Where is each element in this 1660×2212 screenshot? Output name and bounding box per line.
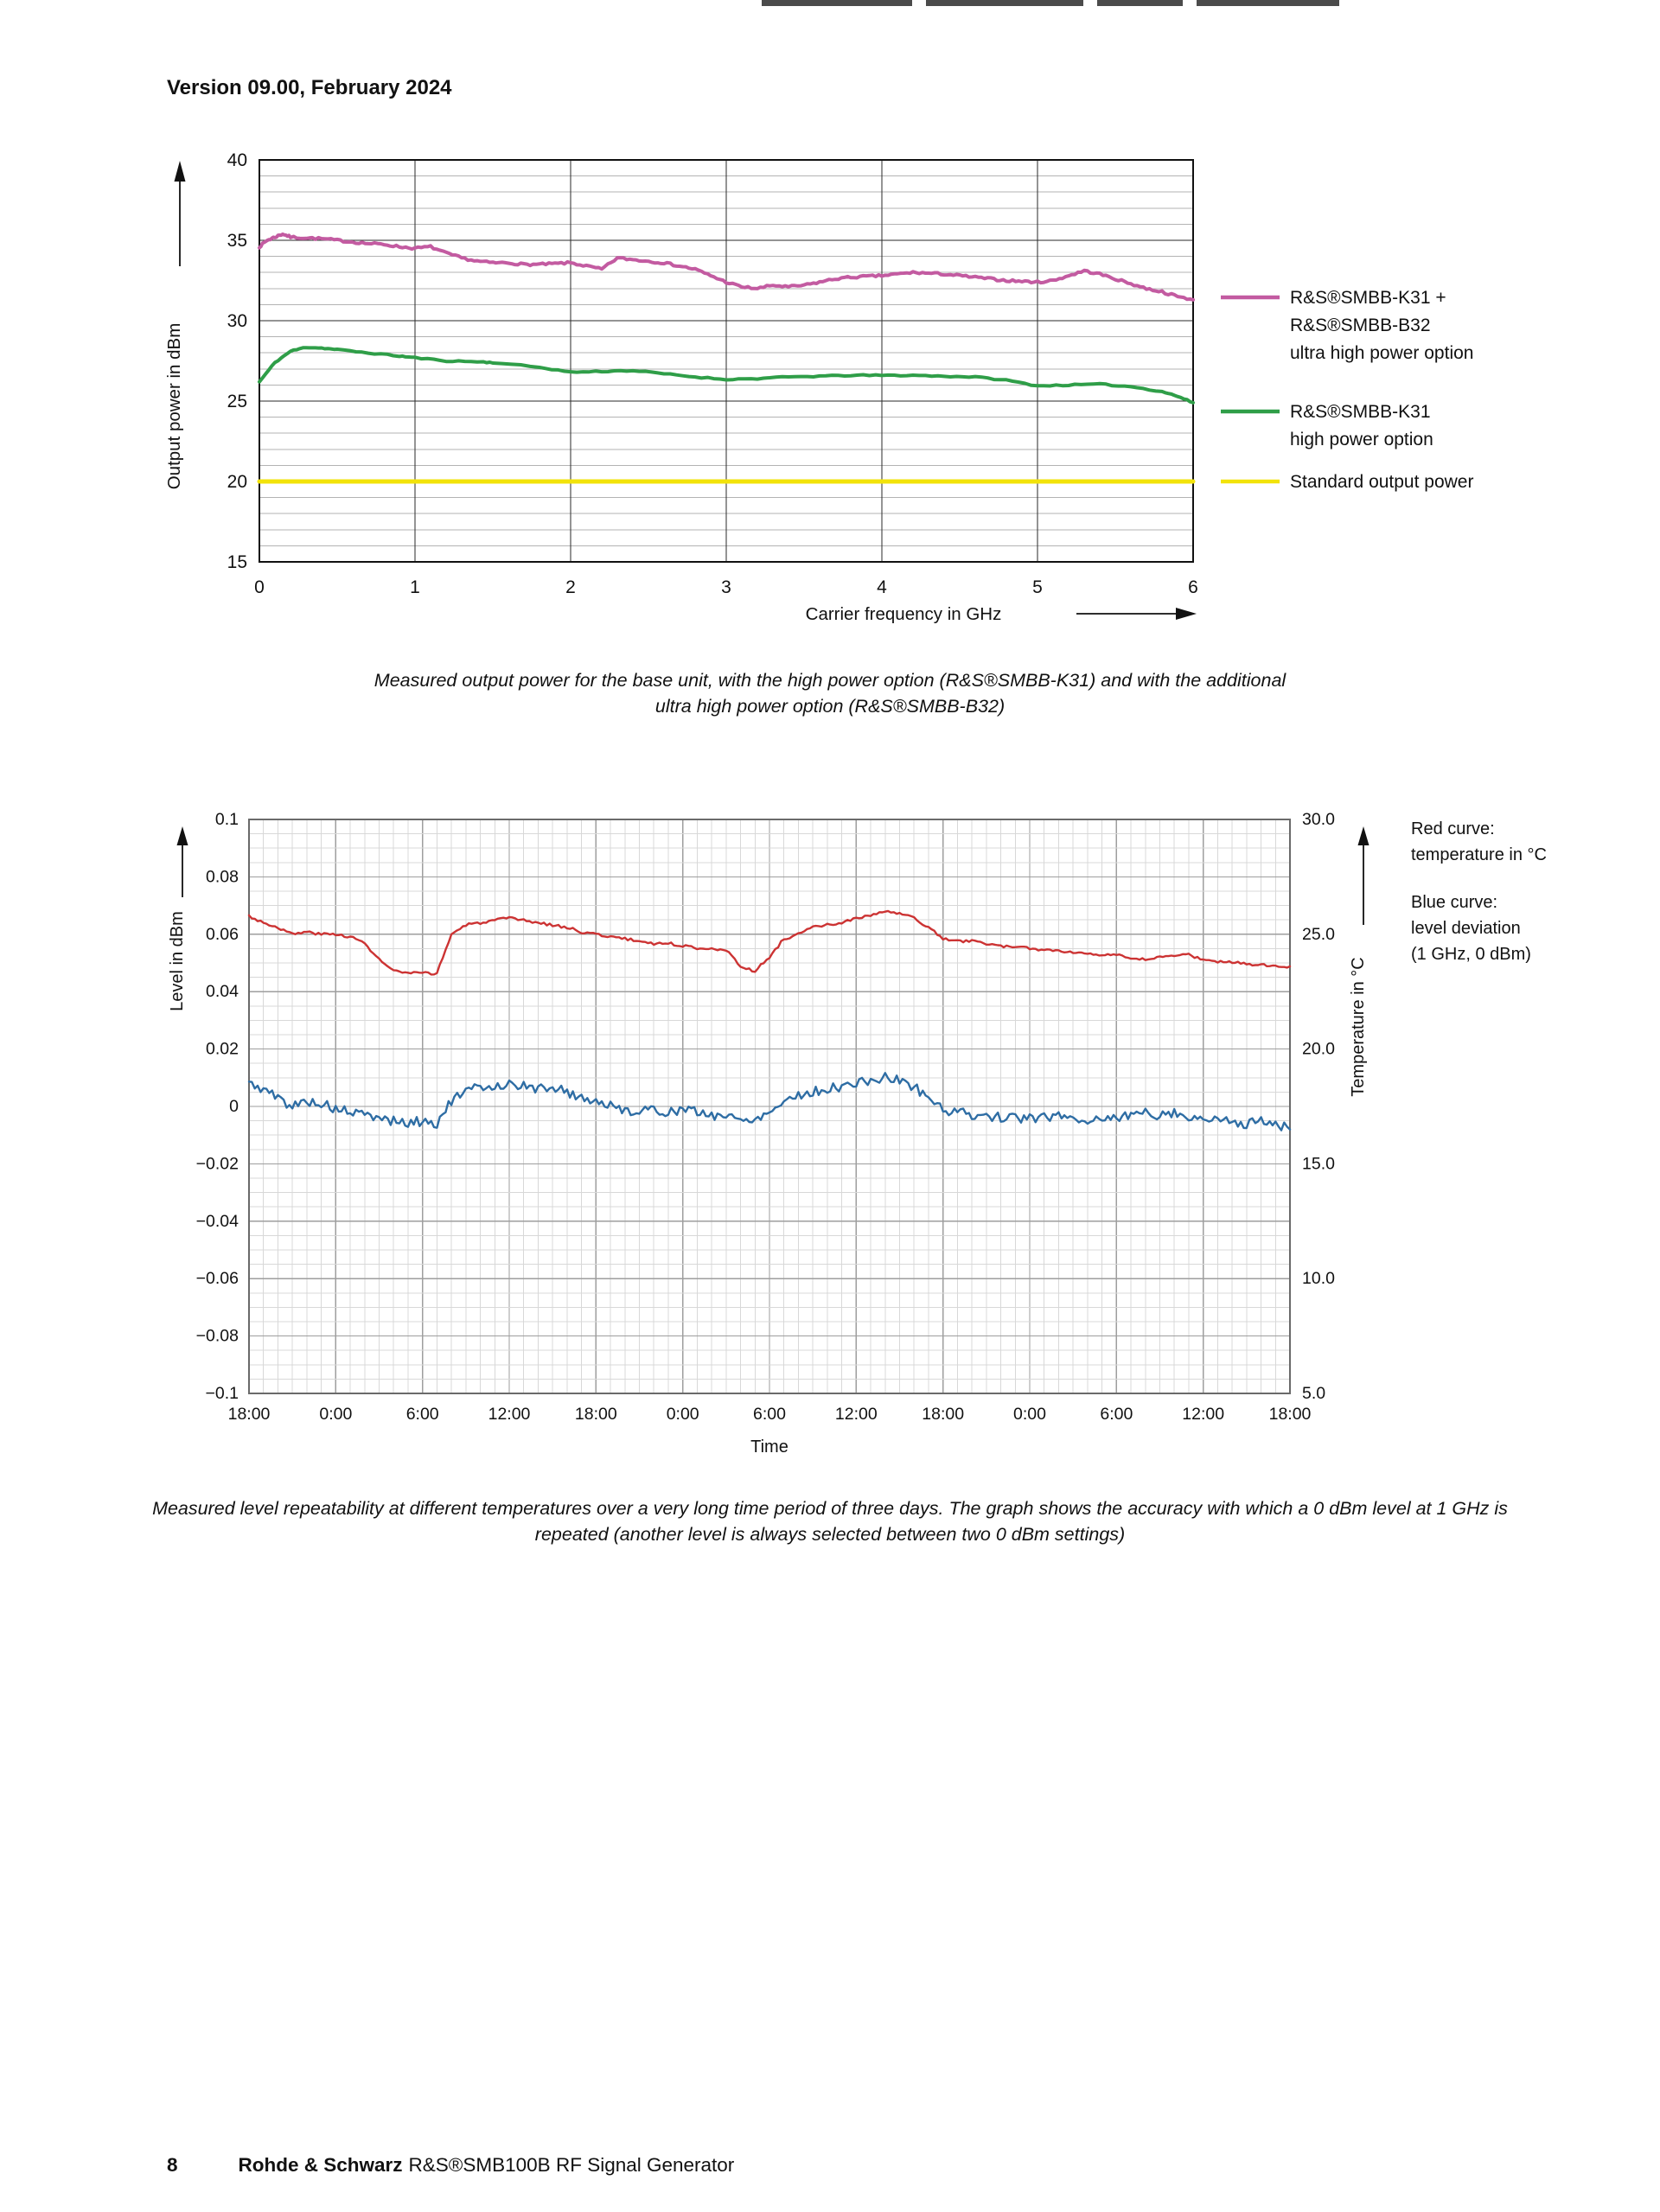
grid xyxy=(248,819,1291,1394)
version-header: Version 09.00, February 2024 xyxy=(167,76,452,99)
legend-label: high power option xyxy=(1290,430,1433,449)
y-tick-label-left: −0.1 xyxy=(206,1384,239,1403)
y-tick-label-left: 0.08 xyxy=(206,867,239,886)
caption-level-repeatability: Measured level repeatability at differen… xyxy=(152,1498,1508,1546)
y-tick-label-left: −0.04 xyxy=(196,1212,239,1231)
series xyxy=(247,909,1292,1131)
legend-label: R&S®SMBB-B32 xyxy=(1290,316,1431,335)
series-level-deviation xyxy=(247,1072,1292,1131)
output-power-chart: 40 35 30 25 20 15 0 1 2 3 4 5 6 Output power in dBm Ca… xyxy=(130,121,1653,654)
y-axis-label: Output power in dBm xyxy=(164,323,184,490)
x-tick-label: 18:00 xyxy=(575,1405,617,1424)
cropped-header-artifact xyxy=(926,0,1083,6)
cropped-header-artifact xyxy=(762,0,912,6)
legend-label: Standard output power xyxy=(1290,472,1473,492)
y-axis-arrow-icon xyxy=(174,161,186,182)
legend: R&S®SMBB-K31 + R&S®SMBB-B32 ultra high pow… xyxy=(1221,288,1473,492)
x-tick-label: 1 xyxy=(410,577,420,597)
axes: 40 35 30 25 20 15 0 1 2 3 4 5 6 Output power in dBm Ca… xyxy=(164,150,1198,624)
legend-label: ultra high power option xyxy=(1290,343,1473,363)
y-tick-label-right: 15.0 xyxy=(1302,1154,1335,1173)
x-tick-label: 2 xyxy=(565,577,576,597)
legend-label: R&S®SMBB-K31 xyxy=(1290,402,1431,422)
page-footer: 8 Rohde & Schwarz R&S®SMB100B RF Signal … xyxy=(167,2154,734,2177)
output-power-chart-svg: 40 35 30 25 20 15 0 1 2 3 4 5 6 Output power in dBm Ca… xyxy=(164,150,1473,624)
x-tick-label: 18:00 xyxy=(922,1405,964,1424)
cropped-header-artifact xyxy=(1097,0,1183,6)
series xyxy=(257,232,1196,484)
axes: 0.1 0.08 0.06 0.04 0.02 0 −0.02 −0.04 −0.06 −0.08… xyxy=(168,810,1370,1457)
legend-label: level deviation xyxy=(1411,919,1521,938)
y-tick-label-left: −0.08 xyxy=(196,1327,239,1346)
x-tick-label: 3 xyxy=(721,577,731,597)
y-tick-label-left: 0 xyxy=(229,1097,239,1116)
y-tick-label: 35 xyxy=(227,231,247,251)
y-tick-label-left: 0.02 xyxy=(206,1040,239,1059)
y-tick-label: 30 xyxy=(227,311,247,331)
y-axis-label-right: Temperature in °C xyxy=(1349,957,1368,1096)
caption-output-power: Measured output power for the base unit,… xyxy=(374,670,1286,717)
x-tick-label: 6 xyxy=(1188,577,1198,597)
y-tick-label-right: 10.0 xyxy=(1302,1269,1335,1288)
x-tick-label: 0 xyxy=(254,577,265,597)
y-tick-label: 25 xyxy=(227,392,247,411)
y-tick-label-left: 0.04 xyxy=(206,982,239,1001)
legend-label: Red curve: xyxy=(1411,819,1495,838)
x-tick-label: 18:00 xyxy=(228,1405,271,1424)
y-tick-label-left: 0.1 xyxy=(215,810,239,829)
y-tick-label-left: −0.02 xyxy=(196,1154,239,1173)
y-tick-label: 20 xyxy=(227,472,247,492)
x-axis-arrow-icon xyxy=(1176,608,1197,620)
x-tick-label: 5 xyxy=(1032,577,1043,597)
y-tick-label-left: −0.06 xyxy=(196,1269,239,1288)
series-temperature xyxy=(247,909,1292,976)
x-axis-label: Carrier frequency in GHz xyxy=(806,604,1002,624)
series-high-power xyxy=(258,346,1195,405)
series-ultra-high-power xyxy=(258,232,1195,302)
x-tick-label: 6:00 xyxy=(1100,1405,1133,1424)
y-tick-label-right: 20.0 xyxy=(1302,1040,1335,1059)
y-axis-label-left: Level in dBm xyxy=(168,911,187,1011)
x-tick-label: 12:00 xyxy=(835,1405,878,1424)
x-tick-label: 6:00 xyxy=(406,1405,439,1424)
x-tick-label: 12:00 xyxy=(1182,1405,1224,1424)
x-tick-label: 4 xyxy=(877,577,887,597)
brand-name: Rohde & Schwarz xyxy=(238,2154,403,2176)
x-tick-label: 0:00 xyxy=(319,1405,352,1424)
product-name: R&S®SMB100B RF Signal Generator xyxy=(408,2154,735,2176)
x-tick-label: 6:00 xyxy=(753,1405,786,1424)
legend-label: (1 GHz, 0 dBm) xyxy=(1411,945,1531,964)
y-tick-label: 15 xyxy=(227,552,247,572)
legend-label: R&S®SMBB-K31 + xyxy=(1290,288,1446,308)
x-tick-label: 12:00 xyxy=(488,1405,531,1424)
y-tick-label: 40 xyxy=(227,150,247,170)
y-tick-label-right: 30.0 xyxy=(1302,810,1335,829)
legend-label: temperature in °C xyxy=(1411,845,1547,864)
left-axis-arrow-icon xyxy=(176,826,188,845)
x-tick-label: 0:00 xyxy=(667,1405,699,1424)
y-tick-label-right: 25.0 xyxy=(1302,925,1335,944)
right-axis-arrow-icon xyxy=(1357,826,1370,845)
page-number: 8 xyxy=(167,2154,178,2176)
legend: Red curve: temperature in °C Blue curve: le… xyxy=(1411,819,1547,964)
x-axis-label: Time xyxy=(750,1437,788,1457)
x-tick-label: 0:00 xyxy=(1013,1405,1046,1424)
y-tick-label-left: 0.06 xyxy=(206,925,239,944)
grid xyxy=(259,159,1194,563)
y-tick-label-right: 5.0 xyxy=(1302,1384,1325,1403)
x-tick-label: 18:00 xyxy=(1269,1405,1312,1424)
cropped-header-artifact xyxy=(1197,0,1339,6)
level-repeatability-chart-svg: 0.1 0.08 0.06 0.04 0.02 0 −0.02 −0.04 −0.06 −0.08… xyxy=(168,810,1547,1457)
legend-label: Blue curve: xyxy=(1411,893,1497,912)
level-repeatability-chart: 0.1 0.08 0.06 0.04 0.02 0 −0.02 −0.04 −0.06 −0.08… xyxy=(130,795,1653,1482)
